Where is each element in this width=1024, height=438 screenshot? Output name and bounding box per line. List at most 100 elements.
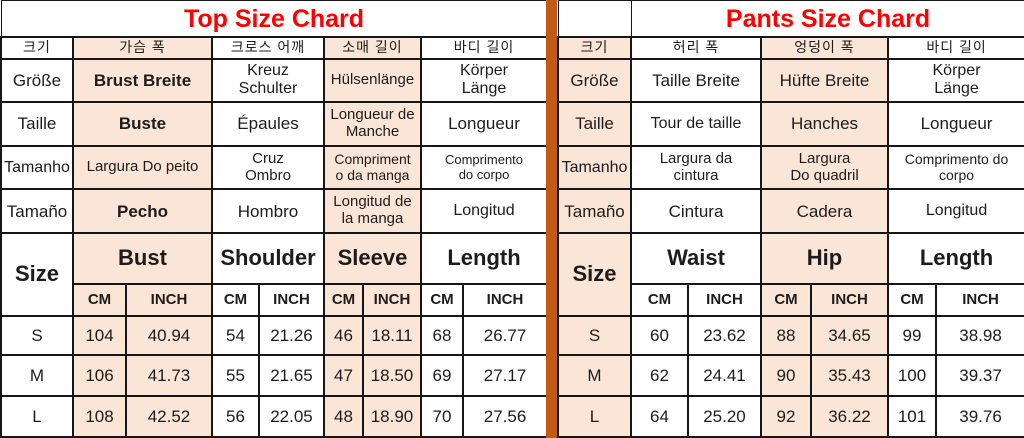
table-cell: 크기 <box>0 36 74 60</box>
table-cell: 24.41 <box>687 354 762 397</box>
table-cell: Hülsenlänge <box>323 57 422 103</box>
table-cell: 38.98 <box>934 315 1024 357</box>
table-cell: Brust Breite <box>72 57 213 103</box>
table-cell: 69 <box>420 354 464 397</box>
table-cell: 68 <box>420 315 464 357</box>
table-cell: Größe <box>557 57 632 103</box>
table-cell: 21.65 <box>258 354 325 397</box>
table-cell: 100 <box>887 354 937 397</box>
table-cell: 88 <box>760 315 812 357</box>
table-cell: 35.43 <box>810 354 889 397</box>
top-size-table-body: Top Size Chard 크기 가슴 폭 크로스 어깨 소매 길이 바디 길이 Größ… <box>0 0 549 438</box>
table-cell: 27.56 <box>461 395 549 438</box>
table-cell: INCH <box>258 282 325 318</box>
table-cell: Kreuz Schulter <box>211 57 325 103</box>
table-cell: Tamaño <box>557 188 632 235</box>
table-cell: CM <box>760 282 812 318</box>
table-cell: Körper Länge <box>419 57 549 103</box>
table-cell: 바디 길이 <box>419 36 549 60</box>
table-cell: 27.17 <box>461 354 549 397</box>
table-cell: Hip <box>760 232 889 285</box>
table-cell: Largura Do peito <box>72 144 213 191</box>
table-cell: Length <box>419 232 549 285</box>
table-cell: Comprimento do corpo <box>419 144 549 191</box>
table-cell: 36.22 <box>810 395 889 438</box>
table-cell: Hanches <box>760 100 889 147</box>
table-cell: Cadera <box>760 188 889 235</box>
table-cell: 18.50 <box>362 354 422 397</box>
table-cell: Taille <box>0 100 74 147</box>
table-cell: INCH <box>125 282 213 318</box>
table-cell: S <box>0 315 74 357</box>
table-cell: 엉덩이 폭 <box>760 36 889 60</box>
table-cell: 크기 <box>557 36 632 60</box>
table-cell: Shoulder <box>211 232 325 285</box>
table-cell: Waist <box>630 232 762 285</box>
table-cell: Longueur <box>886 100 1024 147</box>
table-cell: CM <box>323 282 364 318</box>
table-cell: Size <box>557 232 632 318</box>
table-cell: Longitud <box>886 188 1024 235</box>
table-cell: 21.26 <box>258 315 325 357</box>
table-cell: 106 <box>72 354 127 397</box>
table-cell: 40.94 <box>125 315 213 357</box>
table-cell: INCH <box>362 282 422 318</box>
table-cell: Longueur de Manche <box>323 100 422 147</box>
table-cell: Compriment o da manga <box>323 144 422 191</box>
pants-table-title: Pants Size Chard <box>630 0 1024 39</box>
table-cell: Buste <box>72 100 213 147</box>
table-cell: 104 <box>72 315 127 357</box>
table-cell <box>557 0 632 39</box>
table-cell: 62 <box>630 354 689 397</box>
table-cell: 60 <box>630 315 689 357</box>
table-cell: 허리 폭 <box>630 36 762 60</box>
table-cell: 42.52 <box>125 395 213 438</box>
table-cell: Longitud de la manga <box>323 188 422 235</box>
table-cell: Größe <box>0 57 74 103</box>
divider-bar <box>546 0 557 438</box>
table-cell: 크로스 어깨 <box>211 36 325 60</box>
table-cell: Comprimento do corpo <box>886 144 1024 191</box>
table-cell: Tamanho <box>557 144 632 191</box>
table-cell: Épaules <box>211 100 325 147</box>
pants-size-table: Pants Size Chard 크기 허리 폭 엉덩이 폭 바디 길이 Größe Tai… <box>557 0 1024 438</box>
table-cell: 18.90 <box>362 395 422 438</box>
table-cell: 92 <box>760 395 812 438</box>
table-cell: 18.11 <box>362 315 422 357</box>
table-cell: CM <box>420 282 464 318</box>
table-cell: Sleeve <box>323 232 422 285</box>
table-cell: 34.65 <box>810 315 889 357</box>
table-cell: 64 <box>630 395 689 438</box>
table-cell: Cruz Ombro <box>211 144 325 191</box>
table-cell: Tamaño <box>0 188 74 235</box>
table-cell: 가슴 폭 <box>72 36 213 60</box>
table-cell: CM <box>72 282 127 318</box>
table-cell: Hüfte Breite <box>760 57 889 103</box>
table-cell: INCH <box>461 282 549 318</box>
table-cell: Size <box>0 232 74 318</box>
table-cell: INCH <box>934 282 1024 318</box>
pants-size-table-body: Pants Size Chard 크기 허리 폭 엉덩이 폭 바디 길이 Größe Tai… <box>557 0 1024 438</box>
table-cell: 56 <box>211 395 260 438</box>
table-cell: L <box>0 395 74 438</box>
table-cell: 47 <box>323 354 364 397</box>
top-table-title: Top Size Chard <box>0 0 548 39</box>
table-cell: 39.76 <box>934 395 1024 438</box>
table-cell: 바디 길이 <box>886 36 1024 60</box>
top-size-table: Top Size Chard 크기 가슴 폭 크로스 어깨 소매 길이 바디 길이 Größ… <box>0 0 549 438</box>
table-cell: 101 <box>887 395 937 438</box>
table-cell: M <box>557 354 632 397</box>
table-cell: Longitud <box>419 188 549 235</box>
table-cell: 54 <box>211 315 260 357</box>
table-cell: 39.37 <box>934 354 1024 397</box>
table-cell: S <box>557 315 632 357</box>
table-cell: L <box>557 395 632 438</box>
table-cell: CM <box>630 282 689 318</box>
table-cell: 48 <box>323 395 364 438</box>
table-cell: 41.73 <box>125 354 213 397</box>
table-cell: 99 <box>887 315 937 357</box>
table-cell: 25.20 <box>687 395 762 438</box>
table-cell: Cintura <box>630 188 762 235</box>
table-cell: Length <box>886 232 1024 285</box>
table-cell: Largura Do quadril <box>760 144 889 191</box>
